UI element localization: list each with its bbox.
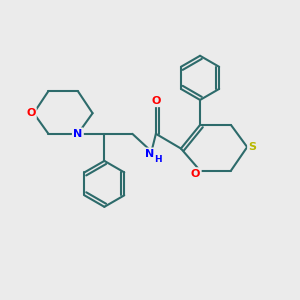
Text: S: S	[248, 142, 256, 152]
Text: O: O	[26, 108, 35, 118]
Text: H: H	[154, 155, 162, 164]
Text: O: O	[191, 169, 200, 178]
Text: N: N	[146, 149, 154, 159]
Text: N: N	[73, 129, 83, 139]
Text: O: O	[151, 96, 160, 106]
